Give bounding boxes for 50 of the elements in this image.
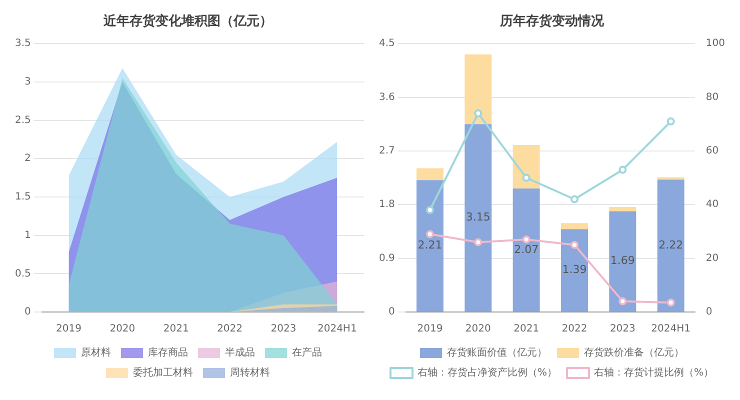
x-tick-label: 2022 [217,324,243,335]
data-label: 2.21 [418,238,442,252]
x-tick-label: 2023 [610,324,636,335]
data-label: 3.15 [466,210,490,224]
data-label: 1.39 [562,263,587,276]
y-tick-label: 0.5 [14,268,31,280]
x-tick-label: 2024H1 [317,324,357,335]
y-tick-label: 2.7 [378,146,395,157]
legend-label: 右轴：存货计提比例（%） [594,366,714,379]
y-tick-label: 0 [24,306,31,318]
legend-label: 存货跌价准备（亿元） [584,346,684,359]
x-tick-label: 2024H1 [651,324,690,335]
legend-label: 周转材料 [230,366,270,379]
x-tick-label: 2019 [56,324,82,335]
x-tick-label: 2020 [110,324,136,335]
legend-label: 委托加工材料 [133,366,193,379]
legend-label: 半成品 [225,346,255,359]
y2-tick-label: 0 [706,306,712,318]
y-tick-label: 2 [24,153,31,164]
legend-label: 库存商品 [148,346,188,359]
y-tick-label: 0 [388,306,395,318]
y-tick-label: 3.6 [378,92,395,103]
x-tick-label: 2022 [562,324,588,335]
chart-title: 近年存货变化堆积图（亿元） [102,13,272,30]
y2-tick-label: 40 [706,199,719,210]
y2-tick-label: 80 [706,92,719,103]
y-tick-label: 1.8 [378,199,395,210]
data-label: 1.69 [610,254,635,268]
y-tick-label: 4.5 [378,38,395,50]
legend-label: 原材料 [81,346,111,359]
x-tick-label: 2021 [163,324,189,335]
y2-tick-label: 60 [706,146,719,157]
y2-tick-label: 100 [706,38,726,50]
y-tick-label: 1.5 [14,192,31,203]
chart-title: 历年存货变动情况 [499,13,605,30]
y-tick-label: 0.9 [378,252,395,264]
data-label: 2.22 [658,238,684,252]
data-label: 2.07 [514,242,539,256]
legend-label: 存货账面价值（亿元） [447,346,547,359]
x-tick-label: 2023 [270,324,296,335]
y-tick-label: 2.5 [14,114,31,126]
y2-tick-label: 20 [706,252,719,264]
legend-label: 右轴：存货占净资产比例（%） [418,366,558,379]
x-tick-label: 2019 [417,324,443,335]
y-tick-label: 3 [24,76,31,88]
x-tick-label: 2021 [514,324,540,335]
legend-label: 在产品 [292,346,322,359]
y-tick-label: 3.5 [14,38,31,50]
x-tick-label: 2020 [465,324,491,335]
y-tick-label: 1 [24,230,31,241]
